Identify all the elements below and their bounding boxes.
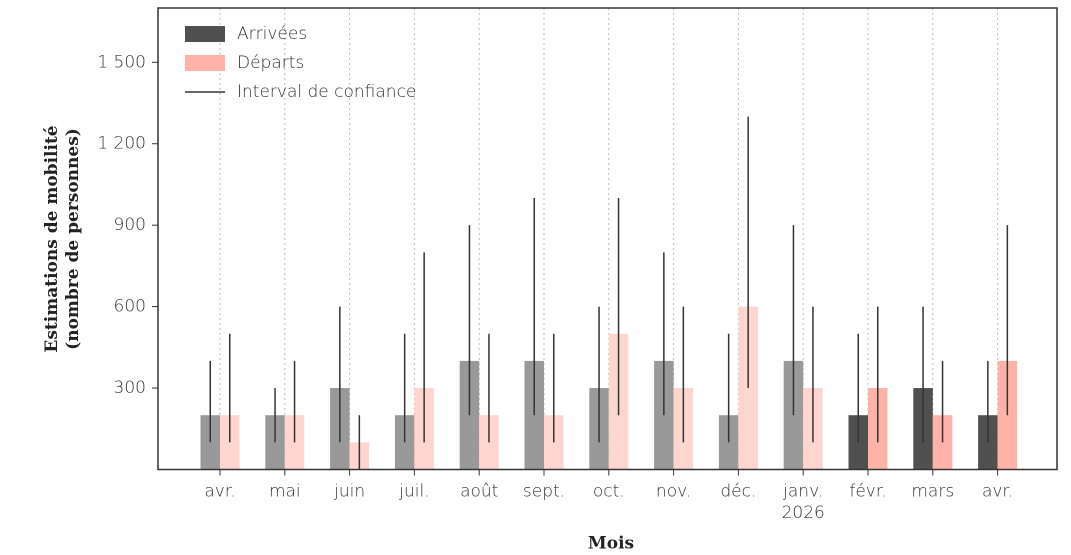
y-axis-label-group: Estimations de mobilité(nombre de person…: [41, 125, 82, 352]
legend-label: Départs: [237, 53, 304, 73]
x-tick-label: avr.: [982, 482, 1013, 502]
x-tick-label: nov.: [656, 482, 691, 502]
x-tick-label: août: [460, 482, 498, 502]
x-tick-label: avr.: [204, 482, 235, 502]
y-axis-label: Estimations de mobilité(nombre de person…: [41, 125, 82, 352]
x-tick-label: oct.: [593, 482, 625, 502]
x-tick-label: sept.: [523, 482, 565, 502]
y-tick-label: 300: [114, 378, 146, 398]
legend-swatch: [185, 55, 225, 71]
x-tick-label: juil.: [398, 482, 429, 502]
x-tick-label: juin: [333, 482, 365, 502]
x-tick-label: déc.: [720, 482, 756, 502]
plot-frame: [157, 7, 1058, 471]
x-tick-label: janv. 2026: [782, 482, 825, 523]
x-axis-label: Mois: [588, 534, 634, 554]
y-tick-label: 1 500: [97, 52, 146, 72]
y-tick-label: 1 200: [97, 134, 146, 154]
x-tick-label: mai: [269, 482, 301, 502]
legend-label: Arrivées: [237, 24, 307, 44]
y-tick-label: 600: [114, 297, 146, 317]
legend-swatch: [185, 26, 225, 42]
legend-label: Interval de confiance: [237, 82, 416, 102]
x-tick-label: mars: [911, 482, 954, 502]
x-tick-label: févr.: [849, 482, 886, 502]
y-tick-label: 900: [114, 215, 146, 235]
